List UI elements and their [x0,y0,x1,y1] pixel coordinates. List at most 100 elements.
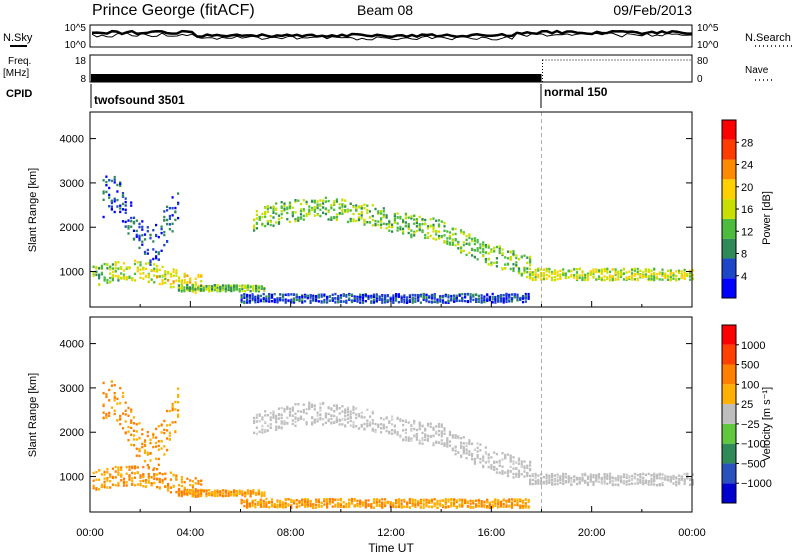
scatter-cell [410,217,413,220]
scatter-cell [461,499,464,502]
scatter-cell [380,226,383,229]
scatter-cell [339,503,342,507]
scatter-cell [133,262,137,266]
scatter-cell [109,276,112,280]
scatter-cell [95,487,98,490]
scatter-cell [567,478,570,481]
scatter-cell [397,499,400,502]
scatter-cell [578,478,581,481]
scatter-cell [298,501,301,504]
scatter-cell [330,207,333,210]
scatter-cell [391,223,394,226]
scatter-cell [424,218,427,222]
scatter-cell [382,210,385,213]
scatter-cell [414,501,417,504]
scatter-cell [110,384,113,387]
scatter-cell [216,492,219,495]
scatter-cell [647,275,650,278]
scatter-cell [457,247,460,250]
scatter-cell [111,274,114,277]
scatter-cell [255,432,258,436]
scatter-cell [330,414,333,417]
scatter-cell [257,286,260,289]
scatter-cell [248,301,251,304]
scatter-cell [316,203,319,206]
scatter-cell [366,424,369,428]
scatter-cell [520,274,523,277]
colorbar-swatch-2 [722,443,736,464]
scatter-cell [139,272,142,275]
scatter-cell [142,266,145,270]
scatter-cell [477,501,480,504]
scatter-cell [527,292,530,296]
scatter-cell [286,421,289,425]
scatter-cell [330,417,333,420]
scatter-cell [455,499,458,502]
scatter-cell [157,235,160,239]
scatter-cell [213,494,216,498]
scatter-cell [404,214,407,217]
scatter-cell [246,500,249,503]
scatter-cell [125,481,128,484]
scatter-cell [666,269,670,272]
scatter-cell [111,278,114,282]
scatter-cell [269,418,272,422]
scatter-cell [100,271,103,275]
scatter-cell [524,506,527,509]
scatter-cell [283,204,286,207]
scatter-cell [414,503,417,507]
scatter-cell [519,506,522,509]
scatter-cell [280,406,283,410]
scatter-cell [257,299,260,302]
scatter-cell [519,298,522,301]
beam-title: Beam 08 [357,2,413,18]
scatter-cell [524,294,527,298]
scatter-cell [465,238,468,241]
scatter-cell [292,499,296,503]
scatter-cell [146,230,149,233]
scatter-cell [304,503,307,506]
scatter-cell [553,271,556,275]
scatter-cell [150,484,153,487]
scatter-cell [513,498,516,501]
scatter-cell [545,277,548,280]
scatter-cell [359,298,362,301]
scatter-cell [133,272,137,276]
scatter-cell [246,288,249,291]
scatter-cell [586,481,590,484]
scatter-cell [505,300,508,304]
scatter-cell [494,504,497,507]
scatter-cell [385,216,388,219]
scatter-cell [453,498,456,501]
scatter-cell [553,479,556,482]
scatter-cell [597,480,601,483]
scatter-cell [661,272,664,276]
scatter-cell [221,492,225,495]
scatter-cell [338,212,341,215]
scatter-cell [275,420,278,424]
scatter-cell [468,439,471,442]
scatter-cell [331,498,334,501]
scatter-cell [124,200,127,204]
scatter-cell [537,273,540,277]
scatter-cell [119,418,122,421]
scatter-cell [410,429,413,432]
scatter-cell [292,299,296,302]
scatter-cell [172,270,175,274]
scatter-cell [415,221,418,225]
scatter-cell [124,225,127,228]
scatter-cell [417,501,420,505]
scatter-cell [147,276,150,279]
scatter-cell [366,211,369,214]
scatter-cell [359,301,362,304]
scatter-cell [471,458,474,461]
scatter-cell [133,279,137,282]
scatter-cell [633,482,636,485]
scatter-cell [261,424,264,428]
scatter-cell [309,296,312,299]
scatter-cell [504,453,507,457]
scatter-cell [335,213,338,216]
scatter-cell [520,256,523,259]
scatter-cell [353,299,356,302]
scatter-cell [280,420,283,423]
